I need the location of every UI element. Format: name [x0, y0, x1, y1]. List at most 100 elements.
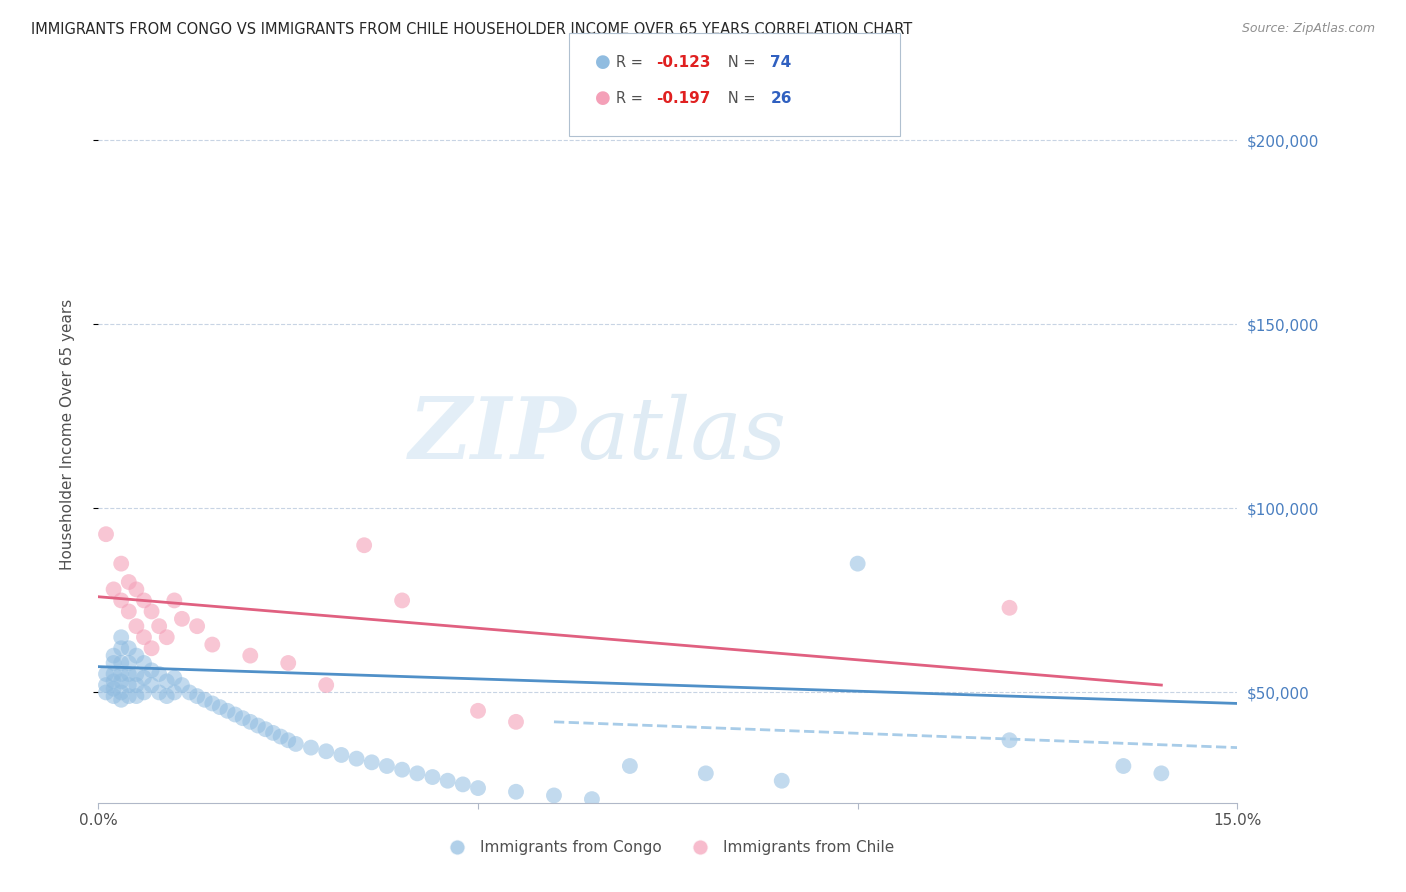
- Point: [125, 619, 148, 633]
- Point: [118, 574, 141, 589]
- Point: [208, 700, 231, 714]
- Point: [132, 656, 155, 670]
- Point: [110, 674, 132, 689]
- Point: [360, 756, 382, 770]
- Point: [94, 685, 117, 699]
- Point: [132, 685, 155, 699]
- Point: [277, 656, 299, 670]
- Text: atlas: atlas: [576, 393, 786, 476]
- Point: [239, 648, 262, 663]
- Text: N =: N =: [714, 91, 761, 105]
- Point: [505, 785, 527, 799]
- Point: [118, 678, 141, 692]
- Point: [125, 648, 148, 663]
- Point: [94, 667, 117, 681]
- Y-axis label: Householder Income Over 65 years: Householder Income Over 65 years: [60, 299, 75, 571]
- Point: [110, 685, 132, 699]
- Point: [118, 667, 141, 681]
- Point: [118, 641, 141, 656]
- Text: -0.123: -0.123: [657, 55, 711, 70]
- Point: [118, 689, 141, 703]
- Point: [186, 619, 208, 633]
- Point: [148, 619, 170, 633]
- Point: [232, 711, 254, 725]
- Point: [103, 582, 125, 597]
- Point: [179, 685, 201, 699]
- Point: [315, 678, 337, 692]
- Point: [103, 667, 125, 681]
- Text: IMMIGRANTS FROM CONGO VS IMMIGRANTS FROM CHILE HOUSEHOLDER INCOME OVER 65 YEARS : IMMIGRANTS FROM CONGO VS IMMIGRANTS FROM…: [31, 22, 912, 37]
- Point: [330, 747, 353, 762]
- Point: [110, 593, 132, 607]
- Point: [163, 671, 186, 685]
- Point: [156, 689, 179, 703]
- Point: [170, 678, 193, 692]
- Point: [125, 582, 148, 597]
- Point: [467, 781, 489, 796]
- Point: [581, 792, 603, 806]
- Point: [436, 773, 458, 788]
- Point: [284, 737, 307, 751]
- Point: [505, 714, 527, 729]
- Point: [375, 759, 398, 773]
- Point: [467, 704, 489, 718]
- Text: ●: ●: [595, 89, 610, 107]
- Point: [103, 648, 125, 663]
- Point: [163, 685, 186, 699]
- Point: [201, 697, 224, 711]
- Text: ZIP: ZIP: [409, 393, 576, 476]
- Point: [103, 681, 125, 696]
- Point: [1112, 759, 1135, 773]
- Point: [141, 664, 163, 678]
- Text: Source: ZipAtlas.com: Source: ZipAtlas.com: [1241, 22, 1375, 36]
- Legend: Immigrants from Congo, Immigrants from Chile: Immigrants from Congo, Immigrants from C…: [436, 834, 900, 862]
- Point: [194, 692, 217, 706]
- Point: [125, 678, 148, 692]
- Point: [217, 704, 239, 718]
- Point: [110, 557, 132, 571]
- Point: [156, 674, 179, 689]
- Point: [125, 667, 148, 681]
- Point: [118, 605, 141, 619]
- Point: [998, 733, 1021, 747]
- Point: [315, 744, 337, 758]
- Point: [110, 656, 132, 670]
- Point: [110, 667, 132, 681]
- Text: R =: R =: [616, 91, 647, 105]
- Point: [141, 678, 163, 692]
- Point: [132, 593, 155, 607]
- Point: [110, 692, 132, 706]
- Point: [186, 689, 208, 703]
- Point: [1150, 766, 1173, 780]
- Point: [846, 557, 869, 571]
- Point: [170, 612, 193, 626]
- Point: [141, 641, 163, 656]
- Point: [299, 740, 322, 755]
- Point: [94, 527, 117, 541]
- Point: [132, 671, 155, 685]
- Text: 74: 74: [770, 55, 792, 70]
- Point: [132, 630, 155, 644]
- Point: [422, 770, 444, 784]
- Point: [346, 751, 368, 765]
- Point: [224, 707, 246, 722]
- Point: [770, 773, 793, 788]
- Text: 26: 26: [770, 91, 792, 105]
- Point: [254, 723, 277, 737]
- Point: [148, 667, 170, 681]
- Point: [156, 630, 179, 644]
- Point: [239, 714, 262, 729]
- Point: [391, 763, 413, 777]
- Text: ●: ●: [595, 54, 610, 71]
- Point: [998, 600, 1021, 615]
- Point: [141, 605, 163, 619]
- Text: N =: N =: [714, 55, 761, 70]
- Point: [125, 689, 148, 703]
- Point: [110, 641, 132, 656]
- Point: [451, 777, 474, 791]
- Point: [270, 730, 292, 744]
- Point: [391, 593, 413, 607]
- Point: [103, 674, 125, 689]
- Point: [619, 759, 641, 773]
- Point: [406, 766, 429, 780]
